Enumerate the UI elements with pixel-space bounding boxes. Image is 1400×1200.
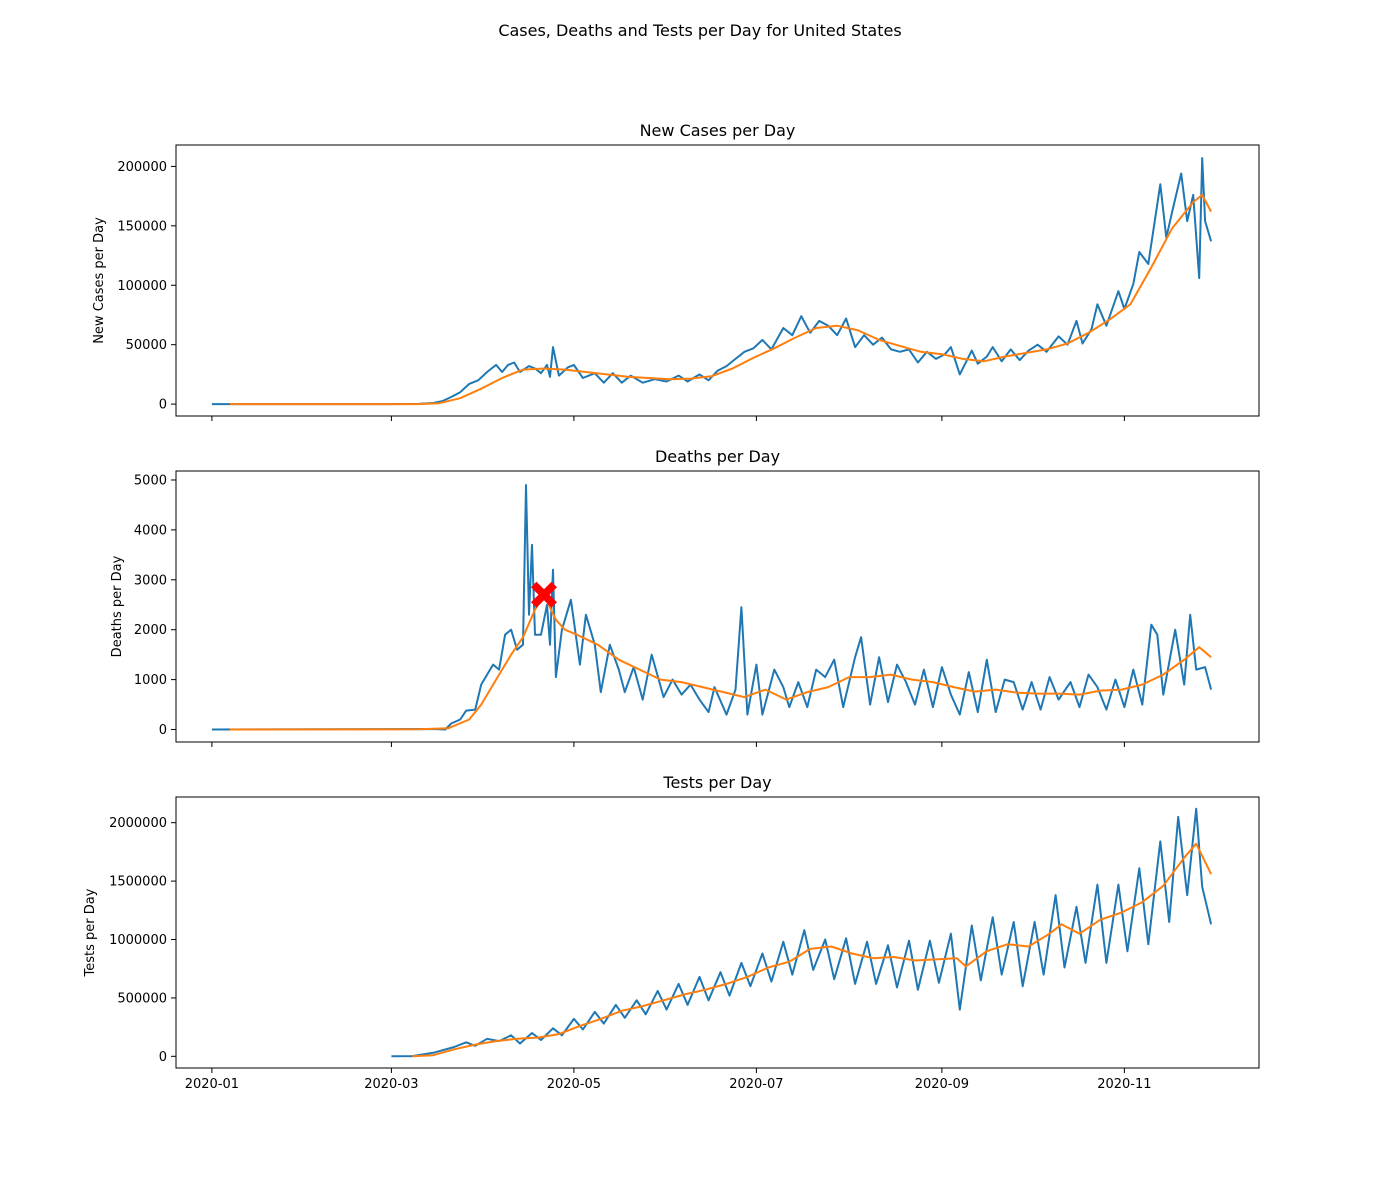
raw-daily-series-line	[391, 807, 1213, 1058]
y-tick-label: 200000	[117, 160, 167, 175]
x-tick-label: 2020-09	[915, 1077, 969, 1092]
y-tick-label: 3000	[134, 573, 167, 588]
y-tick-label: 150000	[117, 219, 167, 234]
y-tick-label: 100000	[117, 279, 167, 294]
new-cases-panel: New Cases per Day New Cases per Day 0 500…	[92, 121, 1260, 421]
y-tick-label: 4000	[134, 523, 167, 538]
x-tick-label: 2020-11	[1097, 1077, 1151, 1092]
new-cases-title: New Cases per Day	[640, 121, 796, 140]
rolling-average-series-line	[229, 593, 1212, 731]
deaths-title: Deaths per Day	[655, 447, 780, 466]
rolling-average-series-line	[229, 193, 1212, 406]
plot-series-group	[211, 157, 1213, 406]
raw-daily-series-line	[211, 157, 1213, 406]
tests-title: Tests per Day	[662, 773, 771, 792]
x-marker	[530, 581, 557, 608]
rolling-average-series-line	[412, 842, 1212, 1058]
plot-frame	[175, 470, 1260, 743]
plot-frame	[175, 144, 1260, 417]
tests-panel: Tests per Day Tests per Day 0 500000 10000…	[83, 773, 1260, 1092]
y-tick-label: 50000	[126, 338, 167, 353]
plot-frame	[175, 796, 1260, 1069]
plot-series-group	[211, 484, 1213, 731]
y-tick-label: 0	[159, 1050, 167, 1065]
y-tick-label: 1000	[134, 673, 167, 688]
new-cases-ylabel: New Cases per Day	[92, 217, 107, 344]
y-tick-label: 0	[159, 398, 167, 413]
y-tick-label: 2000000	[109, 816, 167, 831]
y-tick-label: 1500000	[109, 875, 167, 890]
y-tick-label: 0	[159, 723, 167, 738]
plot-series-group	[391, 807, 1213, 1058]
x-tick-label: 2020-03	[364, 1077, 418, 1092]
y-tick-label: 2000	[134, 623, 167, 638]
deaths-ylabel: Deaths per Day	[110, 555, 125, 657]
tests-ylabel: Tests per Day	[83, 888, 98, 977]
y-tick-label: 500000	[117, 991, 167, 1006]
y-tick-label: 1000000	[109, 933, 167, 948]
y-tick-label: 5000	[134, 473, 167, 488]
x-tick-label: 2020-07	[729, 1077, 783, 1092]
x-tick-label: 2020-01	[185, 1077, 239, 1092]
deaths-panel: Deaths per Day Deaths per Day 0 1000 2000 3…	[110, 447, 1260, 747]
x-tick-label: 2020-05	[547, 1077, 601, 1092]
figure-title: Cases, Deaths and Tests per Day for Unit…	[498, 21, 901, 40]
